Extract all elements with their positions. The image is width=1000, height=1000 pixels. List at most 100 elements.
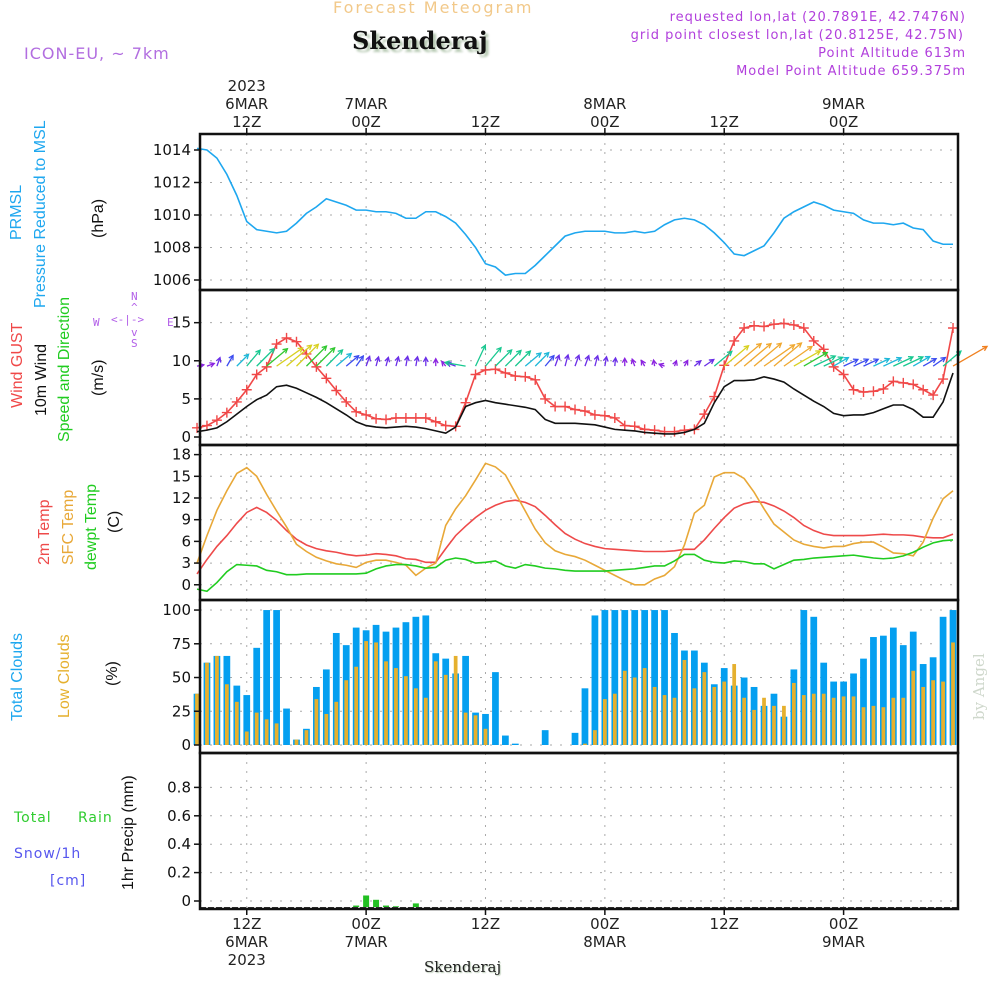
- axis-ticks: 1006100810101012101405101503691215180255…: [153, 77, 865, 969]
- wind-arrow-shaft: [504, 350, 522, 367]
- grid-lines: [200, 134, 958, 909]
- wind-arrow-shaft: [445, 361, 466, 367]
- wind-arrow-shaft: [853, 358, 869, 367]
- wind-arrow-head: [982, 345, 989, 352]
- wind-arrow-shaft: [246, 349, 261, 367]
- y-tick-label: 15: [172, 467, 191, 485]
- low-cloud-bar: [374, 642, 378, 745]
- wind-arrow: [672, 359, 678, 367]
- wind-arrow: [335, 352, 353, 367]
- gust-marker: [898, 377, 909, 388]
- bottom-time-label: 2023: [228, 951, 266, 969]
- wind-arrow-head: [726, 350, 733, 357]
- wind-arrow: [773, 342, 803, 367]
- wind-arrow-shaft: [256, 348, 275, 367]
- wind-arrow-shaft: [823, 356, 843, 367]
- compass-s: S: [131, 337, 138, 350]
- gust-marker: [311, 361, 322, 372]
- wind-arrow-shaft: [405, 356, 409, 367]
- wind-arrow: [246, 349, 261, 367]
- wind-arrow-shaft: [484, 347, 502, 367]
- wind-arrow: [574, 353, 581, 367]
- gust-marker: [759, 321, 770, 332]
- low-cloud-bar: [712, 686, 717, 745]
- y-tick-label: 100: [162, 601, 191, 619]
- wind-arrow-head: [313, 343, 320, 350]
- total-cloud-bar: [870, 637, 877, 745]
- gust-marker: [560, 401, 571, 412]
- low-cloud-bar: [354, 666, 359, 745]
- bottom-time-label: 00Z: [829, 915, 858, 933]
- low-cloud-bar: [364, 641, 368, 745]
- wind-arrow: [922, 357, 938, 367]
- wind-arrow-head: [756, 342, 763, 349]
- wind-arrow-shaft: [703, 358, 715, 367]
- panel-frame-temperature: [198, 443, 960, 602]
- low-cloud-bar: [602, 699, 607, 745]
- top-time-label: 2023: [228, 77, 266, 95]
- low-cloud-bar: [593, 730, 597, 745]
- gust-marker: [579, 406, 590, 417]
- wind-arrow: [504, 349, 522, 367]
- wind-arrow: [345, 354, 360, 367]
- wind-arrow-head: [480, 344, 487, 351]
- bottom-time-label: 12Z: [471, 915, 500, 933]
- y-tick-label: 9: [181, 511, 191, 529]
- gust-marker: [808, 335, 819, 346]
- wind-arrow: [813, 355, 837, 367]
- wind-arrow-head: [630, 357, 637, 365]
- low-cloud-bar: [911, 670, 916, 745]
- wind-arrow-shaft: [564, 354, 569, 367]
- low-cloud-bar: [622, 670, 627, 745]
- wind-arrow: [256, 347, 276, 367]
- low-cloud-bar: [742, 697, 746, 745]
- gust-marker: [550, 401, 561, 412]
- wind-arrow-shaft: [843, 358, 859, 367]
- wind-arrow-head: [329, 346, 336, 353]
- low-cloud-bar: [394, 668, 398, 745]
- gust-marker: [231, 396, 242, 407]
- low-cloud-bar: [851, 696, 856, 745]
- gust-marker: [201, 420, 212, 431]
- gust-marker: [251, 369, 262, 380]
- wind-arrow-shaft: [813, 355, 836, 367]
- wind-arrow-shaft: [554, 355, 560, 367]
- wind-arrow: [524, 352, 542, 367]
- wind-arrow: [365, 355, 372, 367]
- low-cloud-bar: [244, 731, 249, 745]
- wind-arrow: [640, 359, 647, 367]
- precip-bars: [200, 895, 958, 909]
- wind-arrow-head: [282, 347, 289, 354]
- wind-arrow-shaft: [584, 355, 590, 367]
- total-cloud-bar: [601, 610, 609, 745]
- wind-arrow-head: [907, 356, 915, 362]
- wind-arrow-head: [337, 348, 344, 355]
- wind-arrow-shaft: [922, 358, 937, 367]
- wind-arrow-shaft: [783, 345, 813, 367]
- wind-arrow-shaft: [903, 356, 924, 367]
- wind-arrow-head: [822, 351, 829, 358]
- precip-total-label: Total: [14, 810, 52, 826]
- low-cloud-bar: [274, 723, 279, 745]
- wind-arrow-shaft: [335, 353, 352, 367]
- gust-marker: [211, 415, 222, 426]
- wind-arrow: [286, 344, 313, 367]
- wind-arrow-shaft: [395, 356, 400, 367]
- total-cloud-bar: [800, 610, 808, 745]
- wind-arrow: [743, 342, 773, 367]
- gust-marker: [888, 376, 899, 387]
- wind-arrow-head: [365, 355, 372, 362]
- wind-arrow-head: [215, 356, 222, 363]
- wind-arrow: [564, 353, 570, 367]
- y-tick-label: 50: [172, 669, 191, 687]
- wind-arrow-shaft: [912, 355, 931, 367]
- rain-bar: [412, 903, 419, 907]
- gust-marker: [341, 396, 352, 407]
- y-tick-label: 15: [172, 314, 191, 332]
- total-cloud-bar: [860, 658, 867, 745]
- gust-marker: [261, 361, 272, 372]
- rain-bar: [373, 899, 380, 907]
- low-cloud-bar: [384, 661, 388, 745]
- total-cloud-bar: [671, 632, 678, 745]
- gust-marker: [749, 320, 760, 331]
